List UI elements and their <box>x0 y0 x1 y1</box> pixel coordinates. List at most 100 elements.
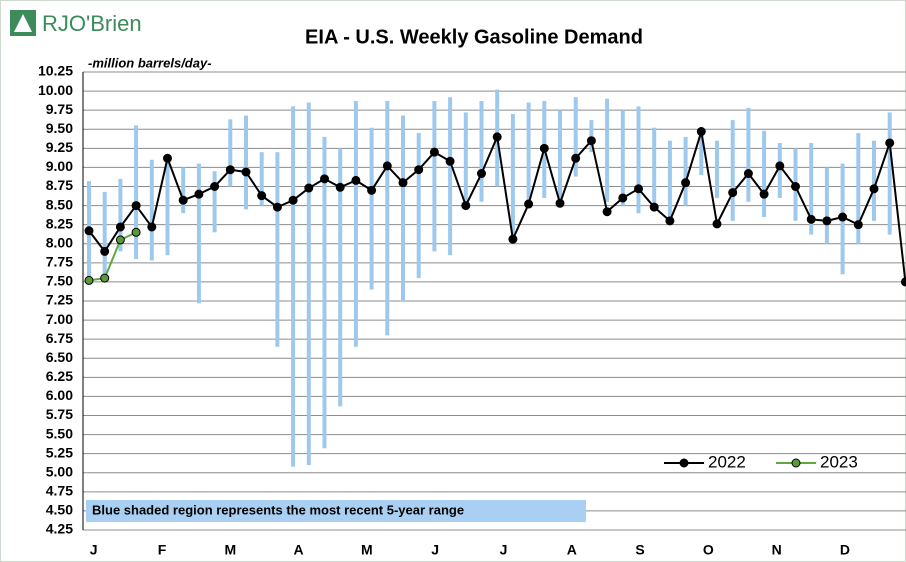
y-tick-label: 5.50 <box>46 425 73 441</box>
marker <box>414 165 424 175</box>
marker <box>602 207 612 217</box>
marker <box>743 169 753 179</box>
y-tick-label: 8.00 <box>46 234 73 250</box>
y-tick-label: 7.00 <box>46 311 73 327</box>
marker <box>508 234 518 244</box>
range-bar <box>149 159 154 261</box>
range-bar <box>165 155 170 256</box>
marker <box>461 201 471 211</box>
note: Blue shaded region represents the most r… <box>86 500 586 522</box>
marker <box>288 195 298 205</box>
range-bar <box>385 101 390 336</box>
range-bar <box>322 136 327 449</box>
marker <box>178 195 188 205</box>
range-bar <box>118 178 123 252</box>
marker <box>791 182 800 191</box>
marker <box>429 147 439 157</box>
logo: RJO'Brien <box>10 10 142 36</box>
y-tick-label: 9.50 <box>46 120 73 136</box>
range-bar <box>134 125 139 260</box>
marker <box>885 138 895 148</box>
range-bar <box>652 127 657 210</box>
marker <box>115 235 125 245</box>
marker <box>272 202 282 212</box>
y-tick-label: 7.75 <box>46 254 73 270</box>
x-tick-label: J <box>431 542 439 558</box>
y-tick-label: 10.25 <box>38 63 73 79</box>
chart-title: EIA - U.S. Weekly Gasoline Demand <box>305 26 643 48</box>
marker <box>728 188 738 198</box>
subtitle: -million barrels/day- <box>88 55 212 70</box>
y-tick-label: 7.50 <box>46 273 73 289</box>
x-tick-label: M <box>224 542 236 558</box>
marker <box>571 153 581 163</box>
range-bar <box>181 167 186 214</box>
logo-text: RJO'Brien <box>42 11 142 36</box>
range-bar <box>212 171 217 233</box>
range-bar <box>730 120 735 221</box>
range-bar <box>887 112 892 235</box>
y-tick-label: 6.50 <box>46 349 73 365</box>
range-bar <box>228 119 233 187</box>
marker <box>100 273 110 283</box>
marker <box>100 246 110 256</box>
marker <box>131 227 141 237</box>
y-tick-label: 6.75 <box>46 330 73 346</box>
y-tick-label: 10.00 <box>38 82 73 98</box>
range-bar <box>306 102 311 466</box>
y-tick-label: 8.25 <box>46 215 73 231</box>
marker <box>131 201 141 211</box>
range-bar <box>558 110 562 202</box>
y-tick-label: 9.25 <box>46 139 73 155</box>
marker <box>618 193 628 203</box>
range-bar <box>762 130 767 218</box>
range-bar <box>259 152 264 206</box>
range-bar <box>777 142 782 198</box>
range-bar <box>416 133 421 279</box>
marker <box>869 184 879 194</box>
marker <box>492 132 502 142</box>
x-tick-label: M <box>361 542 373 558</box>
y-tick-label: 4.50 <box>46 502 73 518</box>
range-bar <box>526 102 531 206</box>
range-bar <box>872 140 876 221</box>
marker <box>304 183 314 193</box>
marker <box>712 219 722 229</box>
marker <box>681 178 691 188</box>
note-box <box>86 500 586 522</box>
marker <box>84 275 94 285</box>
range-bar <box>244 115 248 210</box>
range-bar <box>275 152 280 347</box>
marker <box>351 175 361 185</box>
marker <box>586 136 596 146</box>
y-tick-label: 5.75 <box>46 406 73 422</box>
x-tick-label: S <box>635 542 644 558</box>
range-bar <box>479 101 484 202</box>
y-tick-label: 9.00 <box>46 158 73 174</box>
y-tick-label: 6.25 <box>46 368 73 384</box>
range-bar <box>463 112 468 206</box>
y-tick-label: 9.75 <box>46 101 73 117</box>
marker <box>555 198 565 208</box>
range-bar <box>102 191 107 275</box>
range-bar <box>667 140 672 221</box>
marker <box>225 165 235 175</box>
y-tick-label: 4.75 <box>46 483 73 499</box>
x-tick-label: J <box>500 542 508 558</box>
y-tick-label: 7.25 <box>46 292 73 308</box>
range-bar <box>715 140 719 198</box>
x-tick-label: N <box>772 542 782 558</box>
x-tick-label: J <box>90 542 98 558</box>
range-bar <box>510 113 515 237</box>
range-bar <box>291 106 296 467</box>
marker <box>84 226 94 236</box>
x-tick-label: A <box>294 542 304 558</box>
legend-label: 2023 <box>820 452 858 471</box>
range-bar <box>432 101 437 252</box>
marker <box>241 167 251 177</box>
y-tick-label: 8.50 <box>46 196 73 212</box>
range-bar <box>589 120 594 153</box>
range-bar <box>353 101 358 347</box>
